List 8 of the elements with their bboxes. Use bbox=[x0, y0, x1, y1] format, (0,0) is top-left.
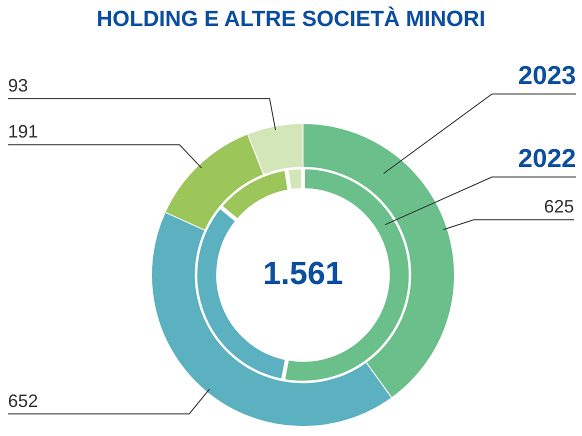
data-label: 652 bbox=[8, 390, 38, 411]
data-label: 191 bbox=[8, 122, 38, 142]
chart-title: HOLDING E ALTRE SOCIETÀ MINORI bbox=[96, 6, 486, 32]
data-label: 93 bbox=[8, 76, 28, 96]
data-label: 625 bbox=[544, 196, 574, 217]
slice-label: 2023 bbox=[518, 60, 576, 90]
slice-label: 2022 bbox=[518, 143, 576, 174]
text: 1.561 bbox=[262, 254, 344, 291]
